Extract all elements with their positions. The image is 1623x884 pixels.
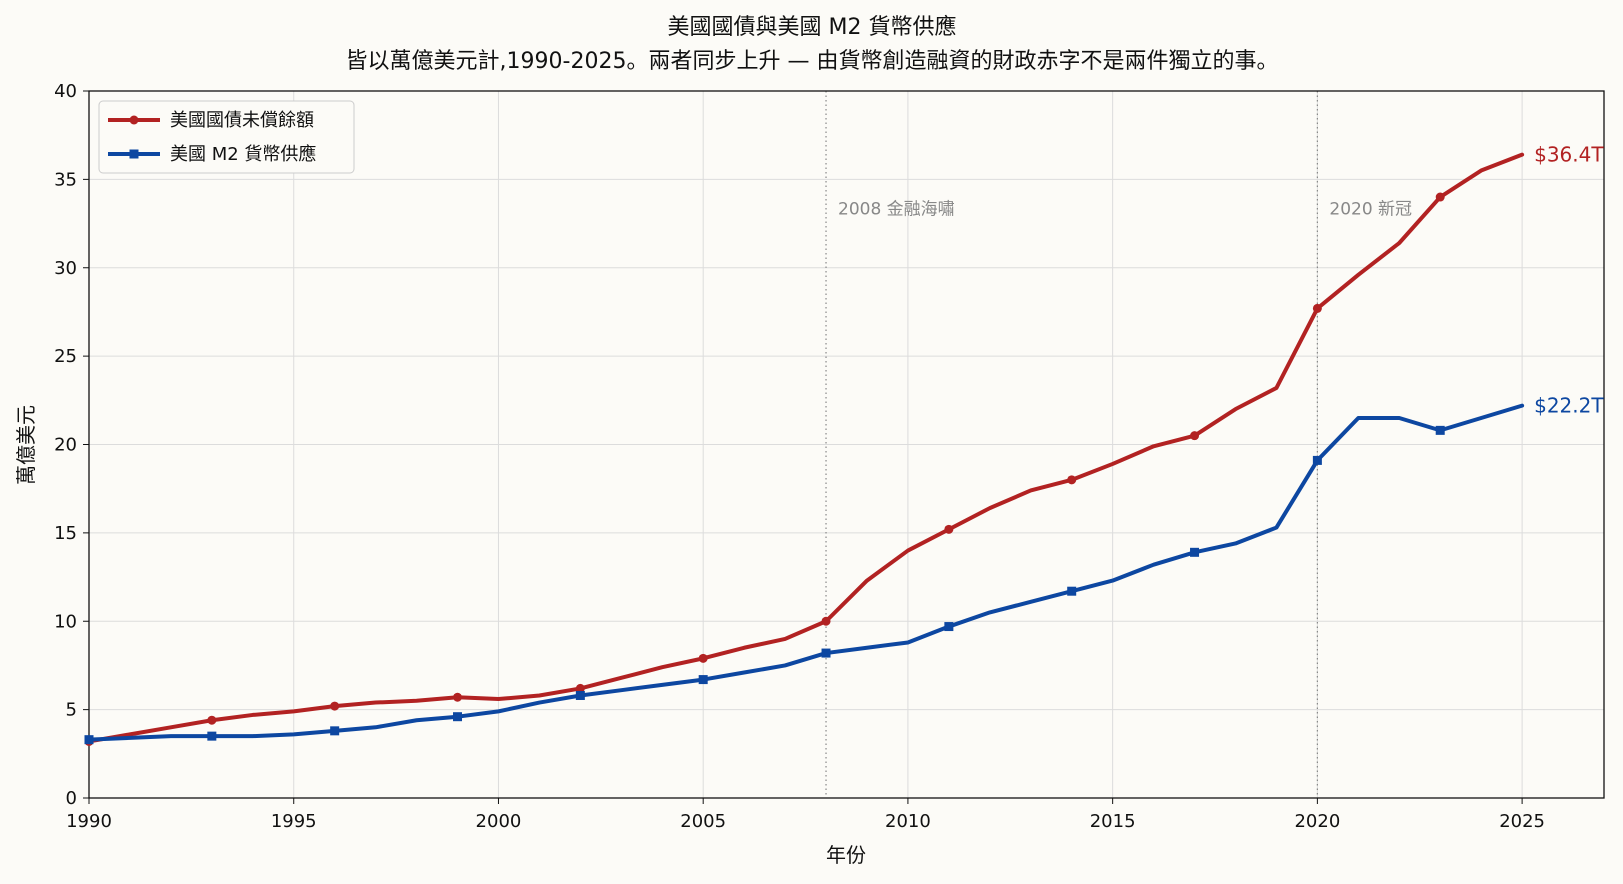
y-tick-label: 5 bbox=[66, 700, 77, 721]
y-tick-label: 20 bbox=[54, 435, 77, 456]
data-point bbox=[698, 653, 708, 663]
series-line bbox=[87, 152, 1525, 744]
data-point bbox=[1435, 192, 1445, 202]
y-tick-label: 10 bbox=[54, 611, 77, 632]
x-tick-label: 2005 bbox=[680, 811, 726, 832]
x-tick-label: 2015 bbox=[1090, 811, 1136, 832]
data-point bbox=[330, 726, 340, 736]
data-point bbox=[944, 622, 954, 632]
data-point bbox=[84, 735, 94, 745]
data-point bbox=[821, 616, 831, 626]
data-point bbox=[1067, 586, 1077, 596]
x-tick-label: 1995 bbox=[271, 811, 317, 832]
legend-entry-debt: 美國國債未償餘額 bbox=[108, 110, 314, 131]
data-point bbox=[575, 683, 585, 693]
y-tick-label: 40 bbox=[54, 81, 77, 102]
y-tick-label: 0 bbox=[66, 788, 77, 809]
chart-title: 美國國債與美國 M2 貨幣供應 bbox=[668, 14, 957, 40]
data-point bbox=[330, 701, 340, 711]
legend: 美國國債未償餘額 美國 M2 貨幣供應 bbox=[98, 100, 355, 174]
data-point bbox=[1067, 475, 1077, 485]
data-point bbox=[453, 692, 463, 702]
legend-marker-m2 bbox=[129, 149, 139, 159]
annotation-label: 2020 新冠 bbox=[1329, 200, 1412, 220]
end-labels: $36.4T $22.2T bbox=[1534, 143, 1604, 418]
legend-label-m2: 美國 M2 貨幣供應 bbox=[170, 143, 316, 165]
x-tick-label: 2025 bbox=[1499, 811, 1545, 832]
annotation-label: 2008 金融海嘯 bbox=[838, 200, 955, 220]
x-tick-label: 2020 bbox=[1294, 811, 1340, 832]
x-tick-label: 2000 bbox=[476, 811, 522, 832]
data-point bbox=[1312, 455, 1322, 465]
series bbox=[84, 152, 1525, 746]
data-point bbox=[453, 712, 463, 722]
end-value-label: $36.4T bbox=[1534, 143, 1604, 167]
x-axis-label: 年份 bbox=[826, 843, 866, 867]
y-axis-label: 萬億美元 bbox=[14, 405, 38, 485]
legend-box bbox=[98, 100, 355, 174]
data-point bbox=[575, 690, 585, 700]
y-tick-label: 15 bbox=[54, 523, 77, 544]
legend-entry-m2: 美國 M2 貨幣供應 bbox=[108, 143, 316, 165]
series-line bbox=[87, 403, 1525, 742]
legend-marker-debt bbox=[129, 115, 139, 125]
x-tick-label: 1990 bbox=[66, 811, 112, 832]
data-point bbox=[1190, 547, 1200, 557]
x-tick-label: 2010 bbox=[885, 811, 931, 832]
data-point bbox=[207, 731, 217, 741]
grid bbox=[88, 90, 1604, 799]
data-point bbox=[1435, 425, 1445, 435]
legend-label-debt: 美國國債未償餘額 bbox=[170, 110, 314, 131]
data-point bbox=[207, 715, 217, 725]
data-point bbox=[1190, 431, 1200, 441]
data-point bbox=[821, 648, 831, 658]
chart-subtitle: 皆以萬億美元計,1990-2025。兩者同步上升 — 由貨幣創造融資的財政赤字不… bbox=[346, 49, 1279, 74]
y-tick-label: 35 bbox=[54, 169, 77, 190]
annotations: 2008 金融海嘯 2020 新冠 bbox=[825, 91, 1412, 798]
y-tick-label: 25 bbox=[54, 346, 77, 367]
data-point bbox=[944, 524, 954, 534]
data-point bbox=[1312, 303, 1322, 313]
data-point bbox=[698, 675, 708, 685]
axis-ticks: 1990 1995 2000 2005 2010 2015 2020 202505101520… bbox=[54, 81, 1545, 832]
end-value-label: $22.2T bbox=[1534, 394, 1604, 418]
y-tick-label: 30 bbox=[54, 258, 77, 279]
